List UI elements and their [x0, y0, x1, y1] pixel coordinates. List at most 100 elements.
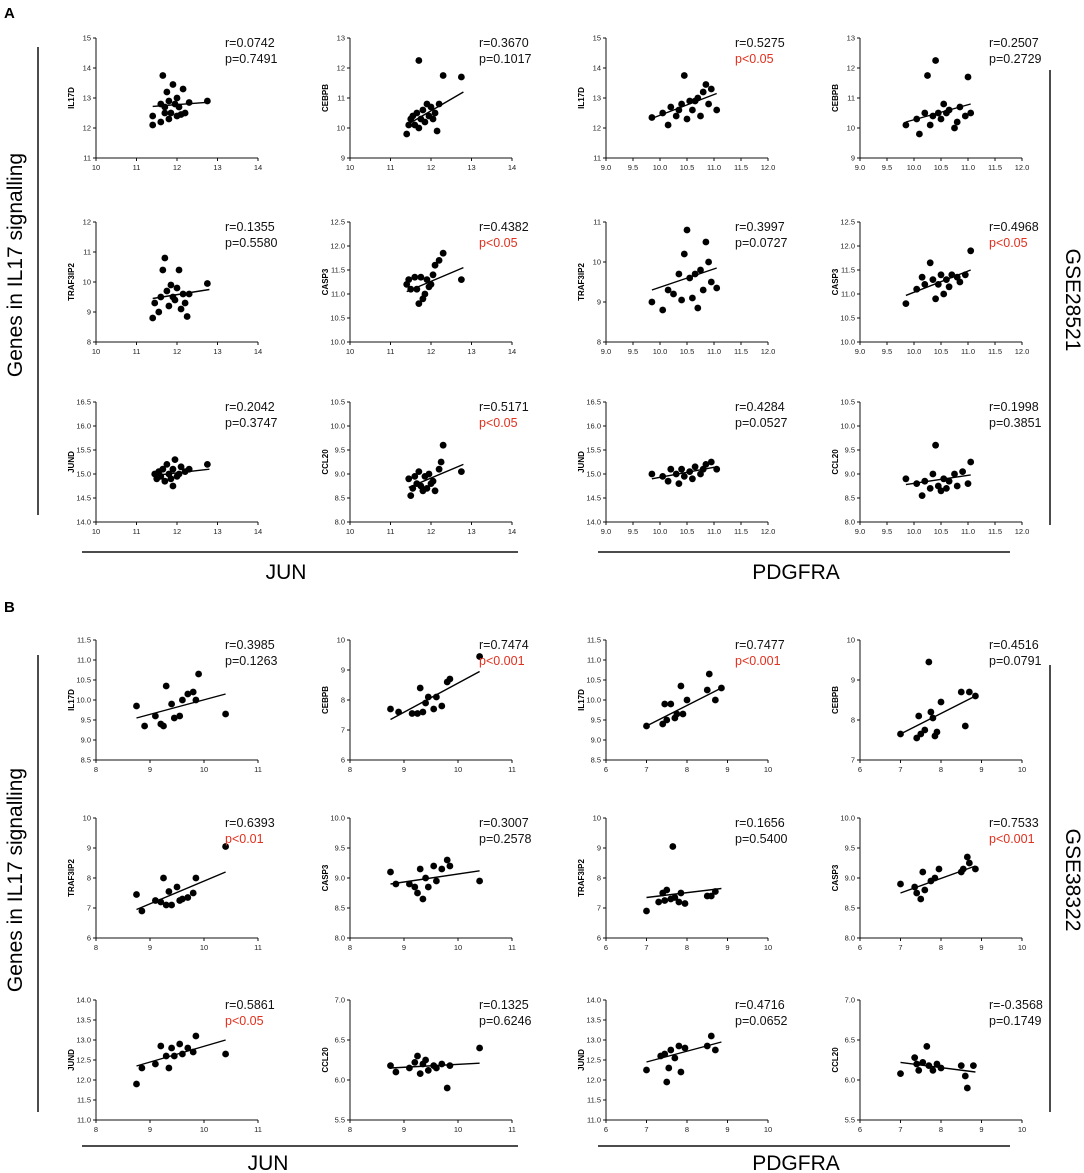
data-point — [678, 465, 685, 473]
y-tick-label: 5.5 — [845, 1116, 855, 1125]
data-point — [703, 1042, 711, 1050]
data-point — [927, 708, 935, 716]
data-point — [438, 1060, 446, 1068]
y-tick-label: 10.5 — [330, 314, 345, 323]
group-label-b-pdgfra: PDGFRA — [752, 1152, 840, 1173]
x-tick-label: 13 — [467, 163, 475, 172]
x-tick-label: 6 — [858, 765, 862, 774]
y-tick-label: 11.5 — [841, 266, 855, 275]
data-point — [177, 463, 185, 471]
p-value: p=0.0727 — [735, 236, 788, 250]
data-point — [680, 72, 688, 79]
data-point — [387, 868, 394, 876]
data-point — [964, 480, 972, 487]
data-point — [152, 897, 159, 904]
x-tick-label: 9 — [148, 943, 152, 952]
data-point — [961, 112, 969, 120]
y-tick-label: 11.0 — [587, 656, 601, 665]
x-tick-label: 6 — [858, 943, 862, 952]
x-tick-label: 8 — [94, 1125, 98, 1134]
y-tick-label: 9 — [87, 308, 91, 317]
regression-line — [651, 267, 717, 291]
data-point — [433, 877, 440, 885]
r-value: r=0.2042 — [225, 400, 275, 414]
data-point — [937, 115, 945, 123]
data-point — [913, 115, 921, 123]
y-tick-label: 5.5 — [335, 1116, 345, 1125]
data-point — [425, 470, 433, 478]
x-tick-label: 10.5 — [680, 527, 695, 536]
r-value: r=0.7477 — [735, 638, 785, 652]
panel-letter-a: A — [4, 5, 15, 22]
y-tick-label: 9.5 — [845, 446, 855, 455]
y-tick-label: 12 — [83, 124, 91, 133]
x-tick-label: 9.0 — [855, 347, 865, 356]
data-point — [697, 112, 704, 120]
data-point — [168, 901, 176, 909]
panel-letter-b: B — [4, 599, 15, 616]
x-tick-label: 10.0 — [653, 527, 668, 536]
y-axis-label: JUND — [577, 1049, 586, 1071]
data-point — [160, 722, 167, 730]
data-point — [175, 470, 183, 478]
y-tick-label: 11.5 — [331, 266, 345, 275]
data-point — [457, 468, 465, 475]
regression-line — [406, 91, 464, 126]
x-tick-label: 8 — [94, 943, 98, 952]
x-tick-label: 11.0 — [961, 163, 975, 172]
y-axis-label: CEBPB — [321, 686, 330, 714]
y-tick-label: 9.0 — [335, 470, 345, 479]
y-tick-label: 14.5 — [76, 494, 91, 503]
data-point — [964, 73, 972, 81]
data-point — [184, 690, 192, 698]
y-tick-label: 8.0 — [845, 934, 855, 943]
x-tick-label: 14 — [508, 163, 516, 172]
data-point — [691, 463, 699, 471]
data-point — [675, 270, 683, 278]
y-tick-label: 8.5 — [81, 756, 91, 765]
data-point — [160, 874, 167, 882]
data-point — [170, 1052, 178, 1060]
y-tick-label: 10.0 — [586, 696, 601, 705]
data-point — [429, 115, 437, 123]
data-point — [424, 693, 432, 701]
y-tick-label: 13.5 — [586, 1016, 601, 1025]
y-tick-label: 14.0 — [586, 996, 601, 1005]
p-value: p=0.2578 — [479, 832, 532, 846]
y-tick-label: 11 — [593, 218, 601, 227]
y-tick-label: 11.5 — [587, 1096, 601, 1105]
data-point — [940, 100, 948, 108]
data-point — [414, 710, 421, 717]
data-point — [411, 1059, 419, 1066]
data-point — [705, 670, 713, 678]
data-point — [183, 313, 191, 320]
data-point — [659, 306, 667, 314]
data-point — [433, 693, 440, 701]
x-tick-label: 9.0 — [601, 527, 611, 536]
x-tick-label: 10 — [454, 765, 462, 774]
data-point — [427, 281, 435, 288]
data-point — [203, 461, 211, 468]
y-tick-label: 10 — [593, 814, 601, 823]
x-tick-label: 9 — [148, 1125, 152, 1134]
data-point — [661, 897, 669, 904]
p-value: p<0.001 — [735, 654, 781, 668]
data-point — [165, 888, 173, 895]
data-point — [138, 907, 146, 915]
data-point — [943, 485, 950, 492]
data-point — [671, 894, 679, 901]
data-point — [184, 1044, 192, 1052]
scatter-plot-a-r0c2: 11 12 13 14 15 9.0 9.5 10.0 10.5 11.0 11.5 12.0 IL17… — [577, 34, 785, 172]
data-point — [921, 281, 929, 288]
data-point — [663, 886, 671, 894]
data-point — [711, 696, 719, 704]
data-point — [184, 894, 192, 901]
regression-line — [136, 693, 226, 719]
data-point — [967, 247, 975, 255]
data-point — [956, 103, 964, 111]
x-tick-label: 10.0 — [907, 347, 922, 356]
x-tick-label: 11 — [508, 765, 516, 774]
data-point — [918, 492, 926, 499]
y-tick-label: 9 — [87, 844, 91, 853]
data-point — [921, 886, 929, 894]
